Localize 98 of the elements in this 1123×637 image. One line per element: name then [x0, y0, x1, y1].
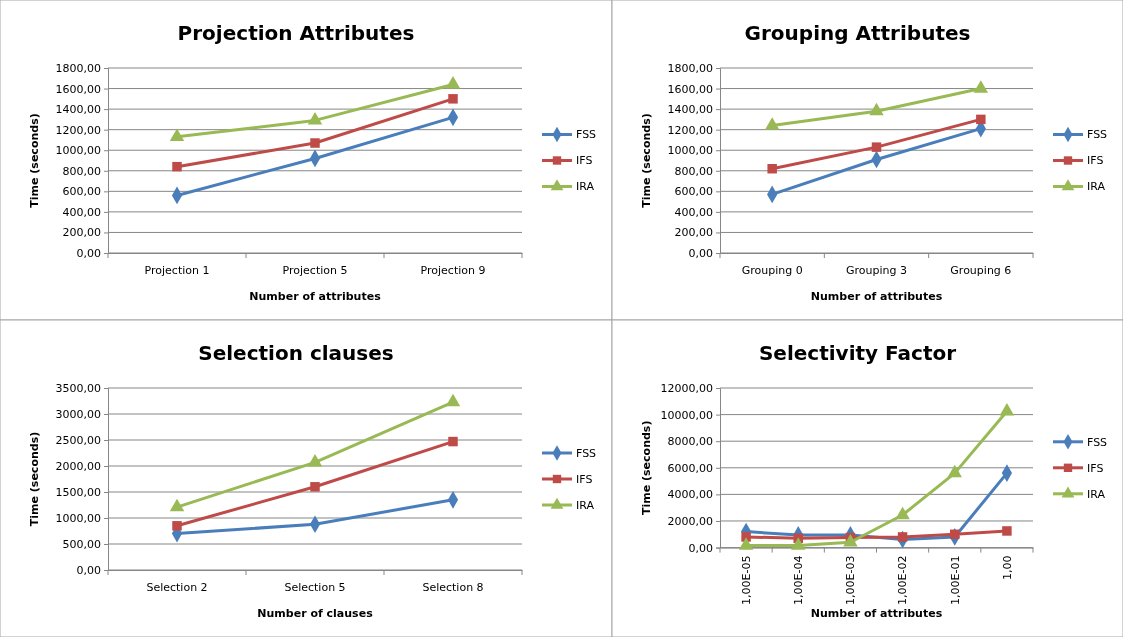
point [973, 80, 989, 93]
point [764, 117, 780, 130]
x-tick-label: 1,00E-01 [948, 555, 962, 605]
chart-title: Selectivity Factor [758, 341, 957, 365]
y-tick-label: 1600,00 [55, 82, 101, 96]
point [448, 94, 458, 104]
chart-title: Projection Attributes [177, 21, 415, 45]
point [767, 163, 777, 174]
point [869, 102, 884, 116]
x-tick-label: 1,00 [1000, 555, 1014, 581]
x-tick-label: Selection 2 [146, 580, 208, 594]
y-tick-label: 800,00 [674, 164, 713, 178]
legend-label: FSS [576, 128, 597, 142]
y-tick-label: 4000,00 [667, 488, 713, 502]
point [950, 529, 960, 540]
x-axis-title: Number of attributes [810, 607, 943, 620]
y-tick-label: 10000,00 [660, 408, 713, 422]
legend-label: IRA [1087, 487, 1106, 501]
point [871, 142, 882, 152]
y-tick-label: 200,00 [674, 226, 713, 240]
y-axis-title: Time (seconds) [28, 113, 41, 208]
x-tick-label: Grouping 0 [741, 263, 803, 277]
point [445, 393, 461, 407]
y-tick-label: 1000,00 [55, 512, 101, 526]
y-tick-label: 1400,00 [55, 103, 101, 117]
x-tick-label: 1,00E-05 [739, 555, 753, 605]
y-tick-label: 400,00 [62, 205, 101, 219]
point [897, 532, 908, 542]
x-tick-label: 1,00E-03 [844, 555, 858, 605]
y-tick-label: 1000,00 [667, 144, 713, 158]
legend-label: IFS [576, 154, 593, 168]
point [172, 521, 182, 531]
point [976, 114, 986, 125]
y-tick-label: 600,00 [674, 185, 713, 199]
x-axis-title: Number of attributes [249, 290, 382, 303]
y-tick-label: 0,00 [688, 541, 713, 555]
point [307, 112, 323, 125]
y-tick-label: 200,00 [62, 226, 101, 240]
x-tick-label: 1,00E-04 [792, 555, 806, 605]
point [172, 161, 182, 172]
x-tick-label: Selection 5 [284, 580, 346, 594]
x-tick-label: Projection 1 [144, 263, 210, 277]
y-tick-label: 3500,00 [55, 382, 101, 396]
y-tick-label: 2500,00 [55, 434, 101, 448]
legend-label: IFS [576, 472, 593, 486]
x-axis-title: Number of clauses [257, 607, 374, 620]
x-tick-label: Projection 9 [420, 263, 486, 277]
legend-label: IRA [1087, 180, 1106, 194]
point [445, 76, 461, 89]
point [448, 436, 458, 447]
y-tick-label: 1500,00 [55, 486, 101, 500]
y-tick-label: 3000,00 [55, 408, 101, 422]
y-tick-label: 2000,00 [667, 515, 713, 528]
y-tick-label: 8000,00 [667, 435, 713, 449]
y-axis-title: Time (seconds) [28, 431, 41, 527]
legend-label: IFS [1087, 154, 1104, 168]
x-tick-label: Grouping 6 [950, 263, 1012, 277]
point [169, 498, 185, 512]
point [310, 482, 320, 492]
x-tick-label: Selection 8 [422, 580, 484, 594]
x-axis-title: Number of attributes [810, 290, 943, 303]
y-tick-label: 600,00 [62, 185, 101, 199]
x-tick-label: Projection 5 [282, 263, 348, 277]
point [169, 128, 185, 142]
point [895, 506, 910, 520]
y-tick-label: 400,00 [674, 205, 713, 219]
chart-title: Selection clauses [198, 341, 394, 365]
legend-label: FSS [576, 446, 597, 460]
y-axis-title: Time (seconds) [640, 113, 653, 208]
y-tick-label: 1600,00 [667, 82, 713, 96]
y-axis-title: Time (seconds) [640, 420, 653, 515]
legend-label: FSS [1087, 128, 1108, 142]
y-tick-label: 0,00 [76, 564, 101, 578]
point [999, 402, 1015, 416]
legend-label: IFS [1087, 461, 1104, 475]
y-tick-label: 1200,00 [667, 123, 713, 137]
y-tick-label: 500,00 [62, 538, 101, 552]
x-tick-label: 1,00E-02 [896, 555, 910, 605]
y-tick-label: 1000,00 [55, 144, 101, 158]
legend-label: FSS [1087, 435, 1108, 449]
y-tick-label: 1800,00 [667, 62, 713, 76]
point [947, 464, 962, 478]
point [310, 138, 320, 148]
chart-title: Grouping Attributes [744, 21, 971, 45]
y-tick-label: 0,00 [76, 247, 101, 261]
y-tick-label: 6000,00 [667, 461, 713, 475]
point [307, 454, 323, 467]
y-tick-label: 1800,00 [55, 62, 101, 76]
y-tick-label: 1200,00 [55, 123, 101, 137]
point [1002, 526, 1012, 536]
y-tick-label: 12000,00 [660, 382, 713, 396]
y-tick-label: 1400,00 [667, 103, 713, 117]
y-tick-label: 2000,00 [55, 460, 101, 474]
y-tick-label: 800,00 [62, 164, 101, 178]
y-tick-label: 0,00 [688, 247, 713, 261]
legend-label: IRA [576, 180, 595, 194]
x-tick-label: Grouping 3 [846, 263, 907, 277]
legend-label: IRA [576, 498, 595, 512]
